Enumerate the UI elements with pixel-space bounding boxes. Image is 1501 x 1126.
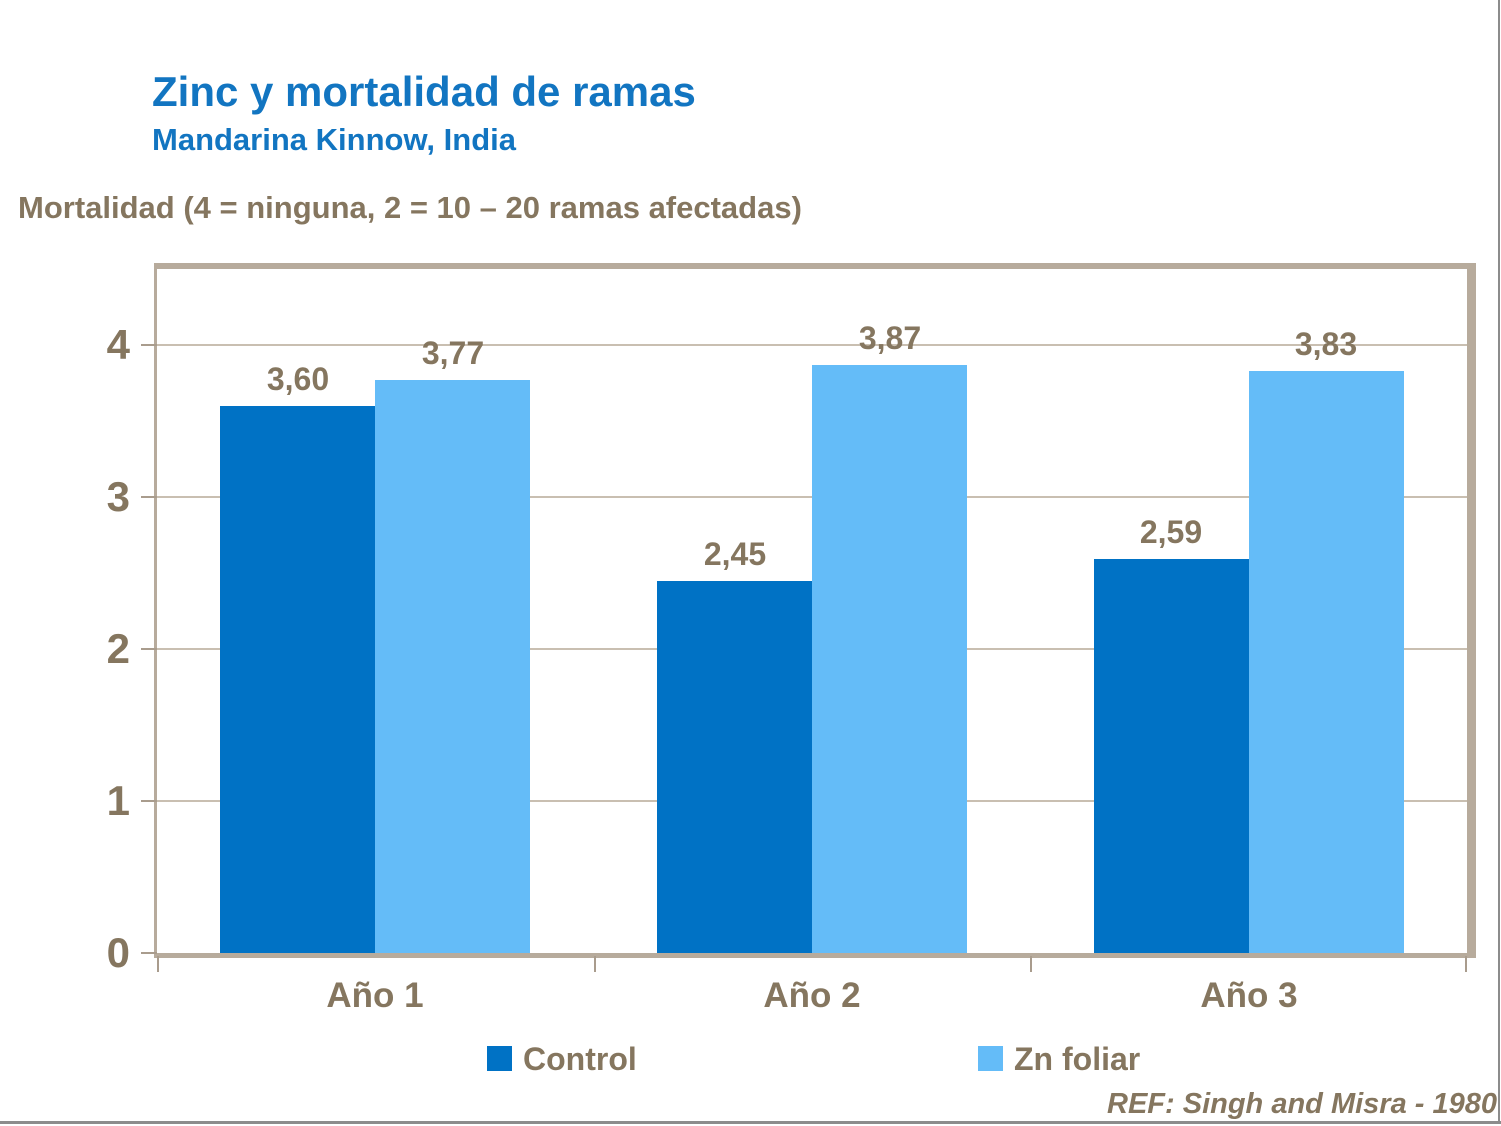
y-axis-tick bbox=[141, 496, 157, 498]
legend-label-control: Control bbox=[523, 1041, 637, 1077]
slide-right-border bbox=[1498, 0, 1500, 1124]
y-axis-tick bbox=[141, 800, 157, 802]
slide-bottom-border bbox=[0, 1121, 1501, 1124]
x-axis-tick bbox=[594, 956, 596, 972]
x-axis-tick bbox=[1465, 956, 1467, 972]
bar-control bbox=[657, 581, 812, 953]
x-axis-tick bbox=[157, 956, 159, 972]
y-axis-label: 3 bbox=[106, 473, 130, 520]
x-axis-tick bbox=[1030, 956, 1032, 972]
legend-label-zn-foliar: Zn foliar bbox=[1014, 1041, 1141, 1077]
bar-control bbox=[1094, 559, 1249, 953]
bar-value-label: 3,83 bbox=[1294, 326, 1358, 362]
reference-text: REF: Singh and Misra - 1980 bbox=[1107, 1088, 1497, 1120]
bar-control bbox=[220, 406, 375, 953]
bar-value-label: 3,77 bbox=[421, 335, 485, 371]
x-axis-category-label: Año 2 bbox=[763, 976, 861, 1015]
y-axis-label: 4 bbox=[106, 321, 130, 368]
bar-zn-foliar bbox=[812, 365, 967, 953]
axis-caption: Mortalidad (4 = ninguna, 2 = 10 – 20 ram… bbox=[18, 190, 802, 225]
y-axis-tick bbox=[141, 344, 157, 346]
legend-swatch-zn-foliar bbox=[978, 1046, 1003, 1071]
chart-plot-area bbox=[154, 263, 1476, 958]
y-axis-tick bbox=[141, 648, 157, 650]
page-title: Zinc y mortalidad de ramas bbox=[152, 68, 696, 115]
y-axis-label: 1 bbox=[106, 777, 130, 824]
gridline-4 bbox=[157, 344, 1467, 346]
bar-zn-foliar bbox=[375, 380, 530, 953]
y-axis-label: 0 bbox=[106, 929, 130, 976]
bar-value-label: 2,45 bbox=[703, 536, 767, 572]
x-axis-category-label: Año 1 bbox=[326, 976, 424, 1015]
bar-value-label: 3,87 bbox=[858, 320, 922, 356]
y-axis-tick bbox=[141, 952, 157, 954]
bar-value-label: 3,60 bbox=[266, 361, 330, 397]
bar-value-label: 2,59 bbox=[1139, 514, 1203, 550]
legend-swatch-control bbox=[487, 1046, 512, 1071]
y-axis-label: 2 bbox=[106, 625, 130, 672]
page-subtitle: Mandarina Kinnow, India bbox=[152, 122, 516, 157]
bar-zn-foliar bbox=[1249, 371, 1404, 953]
x-axis-category-label: Año 3 bbox=[1200, 976, 1298, 1015]
